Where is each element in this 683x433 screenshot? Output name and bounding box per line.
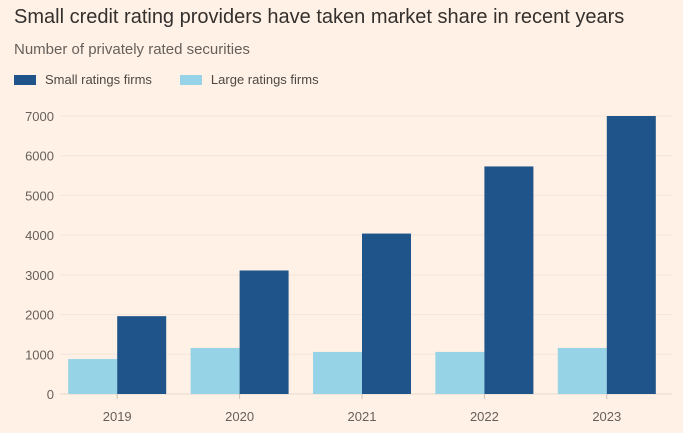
bar-large-2020 [190, 347, 240, 394]
y-tick-label: 5000 [25, 188, 54, 203]
legend-item-small: Small ratings firms [14, 72, 152, 87]
bar-small-2019 [117, 316, 167, 394]
legend-label-small: Small ratings firms [45, 72, 152, 87]
bar-small-2020 [239, 270, 289, 394]
x-tick-label: 2021 [348, 409, 377, 424]
legend-item-large: Large ratings firms [179, 72, 319, 87]
y-tick-label: 6000 [25, 149, 54, 164]
y-tick-label: 7000 [25, 109, 54, 124]
chart-subtitle: Number of privately rated securities [14, 41, 250, 58]
x-tick-label: 2022 [470, 409, 499, 424]
legend-label-large: Large ratings firms [210, 72, 319, 87]
legend-swatch-large [179, 74, 202, 85]
y-tick-label: 4000 [25, 228, 54, 243]
bar-large-2023 [557, 347, 607, 394]
y-tick-label: 2000 [25, 308, 54, 323]
legend-swatch-small [14, 74, 36, 85]
bar-large-2021 [313, 351, 362, 394]
bar-large-2019 [68, 359, 118, 394]
y-tick-label: 3000 [25, 268, 54, 283]
x-tick-label: 2023 [592, 409, 621, 424]
legend: Small ratings firms Large ratings firms [14, 72, 319, 87]
bar-small-2021 [362, 233, 411, 394]
chart-title: Small credit rating providers have taken… [14, 6, 625, 28]
x-tick-label: 2019 [103, 409, 132, 424]
bar-small-2022 [484, 166, 534, 394]
bar-small-2023 [606, 116, 656, 394]
bar-large-2022 [435, 351, 485, 394]
y-tick-label: 0 [47, 387, 54, 402]
y-tick-label: 1000 [25, 347, 54, 362]
x-tick-label: 2020 [225, 409, 254, 424]
